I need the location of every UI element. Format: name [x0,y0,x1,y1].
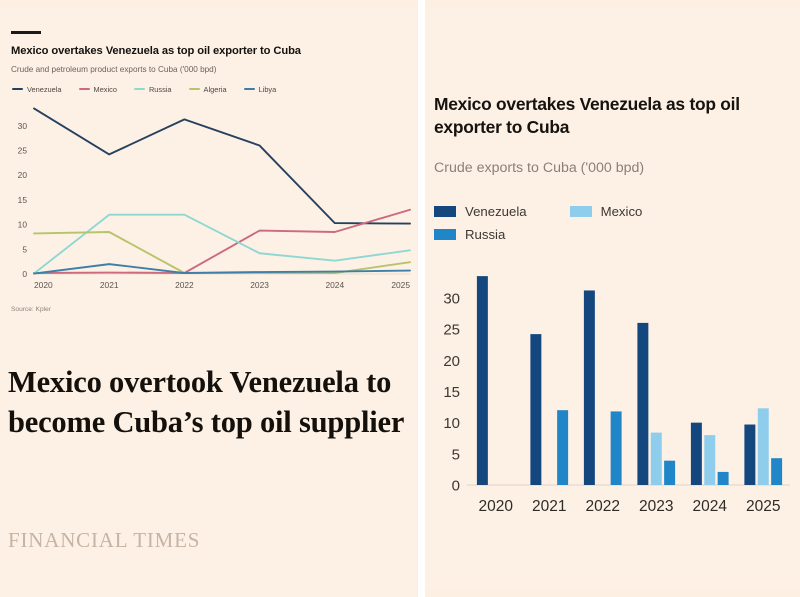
bar-mexico-2024 [704,435,716,485]
bar-y-tick-label: 10 [443,415,460,432]
line-chart-subtitle: Crude and petroleum product exports to C… [11,65,217,74]
bar-y-tick-label: 5 [452,446,460,463]
bar-y-tick-label: 0 [452,478,460,495]
legend-label-venezuela: Venezuela [465,204,527,219]
bar-venezuela-2025 [744,424,756,485]
line-chart-source: Source: Kpler [11,306,51,313]
line-x-tick-label: 2020 [34,280,53,290]
bar-russia-2024 [717,471,729,485]
legend-label-mexico: Mexico [600,204,643,219]
bar-y-tick-label: 20 [443,353,460,370]
line-chart-legend: Venezuela Mexico Russia Algeria Libya [12,82,412,96]
bar-x-tick-label: 2025 [746,498,780,515]
line-x-tick-label: 2024 [325,280,344,290]
bar-russia-2023 [664,460,676,485]
legend-item-russia: Russia [434,227,505,242]
line-series-mexico [33,208,411,274]
line-x-tick-label: 2022 [175,280,194,290]
bar-venezuela-2020 [476,276,488,485]
financial-times-wordmark: FINANCIAL TIMES [8,528,201,552]
line-chart-x-axis: 2020 2021 2022 2023 2024 2025 [34,273,410,290]
line-legend-item-algeria: Algeria [188,84,227,94]
legend-swatch-russia-icon [434,229,456,240]
line-series-libya [33,263,411,275]
legend-item-venezuela: Venezuela [434,204,527,219]
bar-x-tick-label: 2024 [693,498,728,515]
bar-chart-legend: Venezuela Mexico Russia [434,200,784,246]
line-legend-item-mexico: Mexico [78,84,117,94]
bar-chart-plot: 0 5 10 15 20 25 30 2020 2021 2022 2023 2024 2025 [425,263,800,533]
line-legend-swatch-russia-icon [133,87,145,91]
line-legend-item-russia: Russia [133,84,172,94]
bar-mexico-2023 [650,432,662,485]
line-legend-label-libya: Libya [258,84,277,94]
line-legend-item-venezuela: Venezuela [12,85,62,94]
bar-x-tick-label: 2022 [586,498,620,515]
line-x-tick-label: 2025 [391,280,410,290]
bar-chart-subtitle: Crude exports to Cuba ('000 bpd) [434,160,645,176]
bar-x-tick-label: 2023 [639,498,673,515]
line-x-tick-label: 2023 [250,280,269,290]
bar-x-tick-label: 2020 [479,498,514,515]
bar-venezuela-2023 [637,322,649,485]
bar-chart-legend-row-1: Venezuela Mexico [434,200,784,223]
bar-chart-legend-row-2: Russia [434,223,784,246]
line-y-tick-label: 0 [22,269,27,279]
bar-venezuela-2022 [583,290,595,485]
bar-venezuela-2021 [530,334,542,485]
line-chart-y-axis: 0 5 10 15 20 25 30 [18,121,28,279]
left-panel-inner: Mexico overtakes Venezuela as top oil ex… [0,8,418,597]
panel-divider [418,0,425,597]
line-chart-card: Mexico overtakes Venezuela as top oil ex… [0,8,418,338]
bar-venezuela-2024 [690,422,702,485]
bar-y-tick-label: 25 [443,322,460,339]
headline-block: Mexico overtook Venezuela to become Cuba… [0,338,418,597]
article-headline: Mexico overtook Venezuela to become Cuba… [8,365,405,439]
line-legend-label-russia: Russia [148,84,172,94]
line-x-tick-label: 2021 [100,280,119,290]
bar-mexico-2025 [757,408,769,485]
line-series-venezuela [33,107,411,225]
bar-y-tick-label: 15 [443,384,460,401]
line-y-tick-label: 30 [18,121,28,131]
line-legend-label-algeria: Algeria [203,84,227,94]
line-chart-plot: 0 5 10 15 20 25 30 2020 2021 2022 2023 2024 2025 [0,100,418,300]
bar-x-tick-label: 2021 [532,498,566,515]
legend-swatch-venezuela-icon [434,206,456,217]
legend-swatch-mexico-icon [569,206,592,217]
ft-top-rule [11,31,41,34]
line-legend-swatch-libya-icon [243,87,255,91]
legend-label-russia: Russia [465,227,506,242]
left-panel: Mexico overtakes Venezuela as top oil ex… [0,0,418,597]
right-panel: Mexico overtakes Venezuela as top oil ex… [425,0,800,597]
line-chart-title: Mexico overtakes Venezuela as top oil ex… [11,45,301,57]
bar-y-tick-label: 30 [443,290,460,307]
line-y-tick-label: 5 [22,244,27,254]
bar-russia-2025 [771,458,783,485]
bar-russia-2021 [557,410,569,485]
right-panel-inner: Mexico overtakes Venezuela as top oil ex… [425,8,800,590]
line-legend-item-libya: Libya [243,84,277,94]
line-legend-swatch-algeria-icon [188,87,200,91]
line-y-tick-label: 25 [18,145,28,155]
bar-chart-x-axis: 2020 2021 2022 2023 2024 2025 [479,498,781,515]
bar-russia-2022 [610,411,622,485]
line-series-russia [33,213,411,275]
bar-chart-title: Mexico overtakes Venezuela as top oil ex… [434,94,740,137]
line-legend-label-venezuela: Venezuela [27,84,62,94]
legend-item-mexico: Mexico [569,204,643,219]
line-y-tick-label: 20 [18,170,28,180]
line-y-tick-label: 15 [18,195,28,205]
bar-chart-y-axis: 0 5 10 15 20 25 30 [443,290,460,494]
line-legend-label-mexico: Mexico [93,84,117,94]
line-legend-swatch-mexico-icon [78,87,90,91]
line-legend-swatch-venezuela-icon [12,87,23,91]
line-y-tick-label: 10 [18,220,28,230]
line-chart-series-group [33,107,411,275]
bar-chart-series-group [467,276,790,486]
